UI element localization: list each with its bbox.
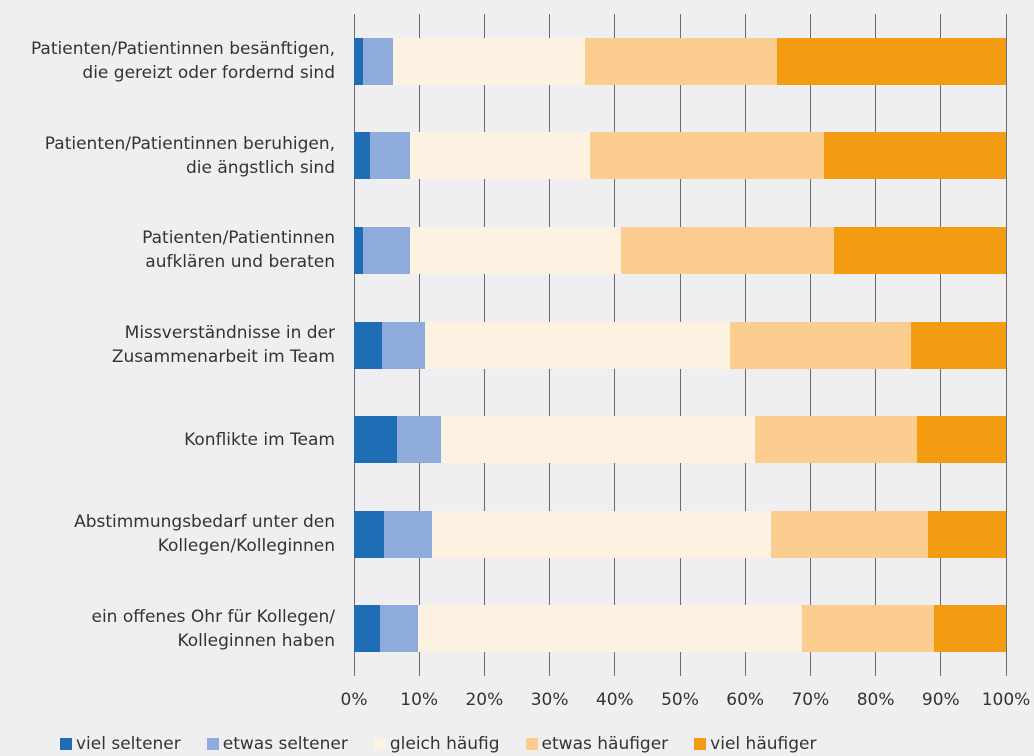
x-tick-label: 0% [340, 690, 368, 710]
category-label: Patienten/Patientinnen besänftigen, die … [30, 39, 335, 84]
x-tick-label: 70% [791, 690, 830, 710]
bar-segment [380, 605, 418, 653]
bar-segment [584, 37, 778, 85]
bar-segment [730, 321, 911, 369]
grid-line [1005, 14, 1007, 676]
bar-segment [590, 132, 825, 180]
bar-segment [393, 37, 585, 85]
category-label: Patienten/Patientinnen beruhigen, die än… [44, 133, 335, 178]
category-label: Missverständnisse in der Zusammenarbeit … [111, 323, 335, 367]
bar-segment [771, 510, 928, 558]
bar-segment [410, 226, 622, 274]
x-tick-label: 100% [981, 690, 1031, 710]
x-tick-label: 50% [661, 690, 699, 710]
bar-segment [801, 605, 935, 653]
bar-segment [354, 510, 384, 558]
legend-swatch [525, 738, 538, 750]
bar-segment [354, 605, 381, 653]
bar-segment [417, 605, 802, 653]
legend: viel seltener etwas seltener gleich häufig… [60, 734, 816, 754]
bar-segment [354, 416, 398, 464]
legend-item: etwas seltener [206, 734, 348, 754]
category-label: ein offenes Ohr für Kollegen/ Kolleginne… [91, 606, 336, 651]
bar-segment [425, 321, 731, 369]
bar-segment [833, 226, 1006, 274]
bar-segment [777, 37, 1006, 85]
bar-segment [934, 605, 1006, 653]
x-tick-label: 20% [465, 690, 504, 710]
legend-item: viel seltener [60, 734, 181, 754]
category-label: Konflikte im Team [184, 429, 335, 450]
legend-label: viel seltener [76, 734, 181, 754]
bar-segment [916, 416, 1006, 464]
x-tick-label: 80% [856, 690, 895, 710]
legend-swatch [373, 738, 386, 750]
legend-swatch [206, 738, 219, 750]
legend-swatch [694, 738, 707, 750]
bar-segment [382, 321, 426, 369]
x-tick-label: 10% [400, 690, 439, 710]
bar-segment [354, 226, 364, 274]
bar-segment [370, 132, 411, 180]
bar-segment [354, 132, 371, 180]
bar-segment [354, 37, 364, 85]
bar-segment [383, 510, 433, 558]
category-label: Patienten/Patientinnen aufklären und ber… [142, 228, 335, 273]
x-tick-label: 90% [921, 690, 960, 710]
x-tick-label: 30% [530, 690, 569, 710]
legend-label: viel häufiger [710, 734, 817, 754]
bar-segment [440, 416, 755, 464]
legend-item: gleich häufig [373, 734, 500, 754]
bar-segment [824, 132, 1006, 180]
bar-segment [910, 321, 1006, 369]
bar-segment [363, 226, 411, 274]
bar-segment [410, 132, 590, 180]
legend-label: gleich häufig [389, 734, 500, 754]
bar-segment [432, 510, 772, 558]
bar-segment [621, 226, 834, 274]
legend-label: etwas seltener [222, 734, 348, 754]
legend-item: etwas häufiger [525, 734, 669, 754]
x-tick-label: 40% [595, 690, 634, 710]
legend-swatch [60, 738, 72, 750]
bar-segment [354, 321, 383, 369]
legend-label: etwas häufiger [541, 734, 669, 754]
bar-segment [927, 510, 1006, 558]
bar-segment [363, 37, 394, 85]
bar-segment [397, 416, 441, 464]
bar-segment [754, 416, 917, 464]
category-label: Abstimmungsbedarf unter den Kollegen/Kol… [74, 512, 335, 557]
legend-item: viel häufiger [694, 734, 816, 754]
x-tick-label: 60% [726, 690, 765, 710]
